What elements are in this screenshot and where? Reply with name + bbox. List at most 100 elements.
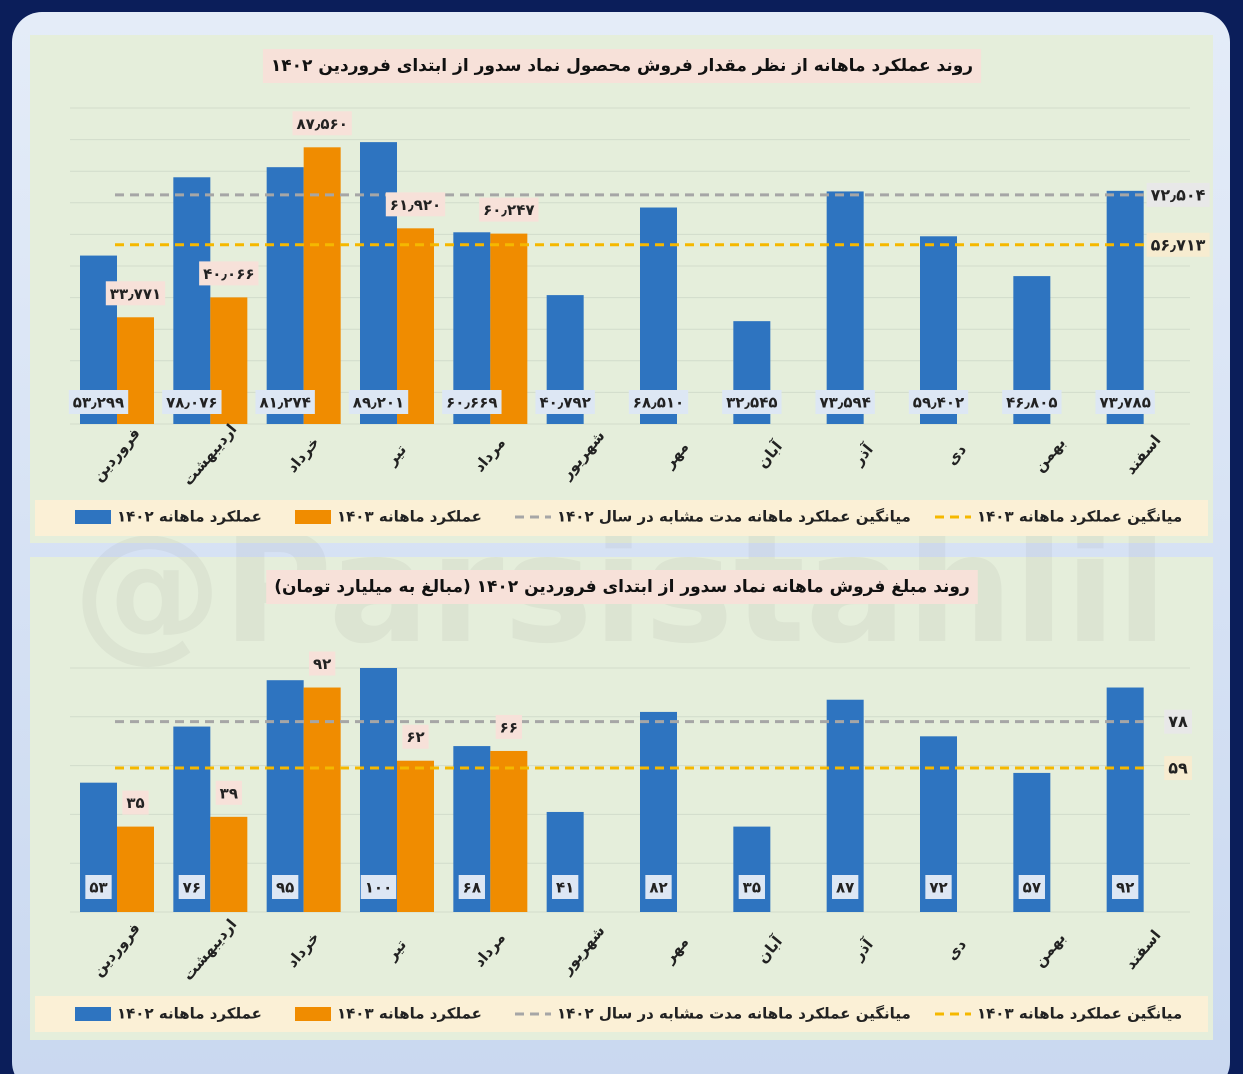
bar-label: ۵۹٫۴۰۲	[913, 394, 964, 412]
bar-label: ۶۰٫۲۴۷	[483, 201, 534, 219]
legend-bg	[35, 996, 1208, 1032]
bar-label: ۹۲	[1116, 879, 1134, 897]
bar	[266, 680, 304, 912]
bar-label: ۷۶	[183, 879, 201, 897]
bar-label: ۵۳	[89, 879, 107, 897]
bar-label-bg	[255, 390, 315, 414]
bar-label-bg	[402, 724, 429, 749]
bar-label-bg	[272, 875, 299, 899]
bar-label: ۶۸	[463, 879, 481, 897]
bar	[360, 142, 397, 424]
bar	[210, 816, 248, 912]
bar-label-bg	[458, 875, 485, 899]
legend-label: میانگین عملکرد ماهانه ۱۴۰۳	[977, 508, 1182, 526]
bar	[117, 826, 154, 912]
bar-label-bg	[385, 192, 446, 217]
bar	[266, 167, 304, 424]
bar-label-bg	[292, 111, 352, 136]
bar-label: ۸۷	[836, 879, 854, 897]
bar-label: ۷۳٫۷۸۵	[1099, 394, 1150, 412]
bar-label-bg	[628, 390, 689, 414]
bar-label-bg	[832, 875, 859, 899]
legend-label: عملکرد ماهانه ۱۴۰۲	[117, 1005, 262, 1023]
bar-label: ۵۳٫۲۹۹	[73, 394, 124, 412]
chart-title: روند عملکرد ماهانه از نظر مقدار فروش محص…	[271, 56, 973, 76]
bar-label-bg	[479, 197, 539, 222]
legend-swatch	[75, 510, 111, 524]
bar-label: ۷۸٫۰۷۶	[166, 394, 217, 412]
legend-label: عملکرد ماهانه ۱۴۰۳	[337, 508, 482, 526]
bar-label: ۶۰٫۶۶۹	[446, 394, 497, 412]
legend-swatch	[295, 1007, 331, 1021]
bar-label-bg	[1095, 390, 1155, 414]
bar-label: ۱۰۰	[365, 879, 392, 897]
bar-label: ۹۵	[276, 879, 294, 897]
chart-title: روند مبلغ فروش ماهانه نماد سدور از ابتدا…	[274, 577, 970, 597]
bar-label: ۳۲٫۵۴۵	[726, 394, 777, 412]
bar-label: ۸۹٫۲۰۱	[353, 394, 404, 412]
average-label: ۵۶٫۷۱۳	[1151, 235, 1206, 254]
average-label: ۷۸	[1168, 712, 1188, 731]
bar-label: ۴۱	[556, 879, 574, 897]
bar-label: ۶۶	[500, 718, 518, 736]
bar-label-bg	[1018, 875, 1045, 899]
bar-label-bg	[105, 281, 166, 306]
bar-label-bg	[68, 390, 129, 414]
average-label-bg	[1164, 756, 1192, 781]
bar-label-bg	[925, 875, 952, 899]
title-bg	[262, 49, 982, 83]
average-label: ۷۲٫۵۰۴	[1151, 185, 1206, 204]
bar	[360, 668, 397, 912]
bar-label-bg	[360, 875, 397, 899]
legend-label: عملکرد ماهانه ۱۴۰۳	[337, 1005, 482, 1023]
bar	[733, 826, 771, 912]
bar-label-bg	[552, 875, 579, 899]
average-label-bg	[1164, 709, 1192, 734]
bar	[303, 147, 341, 424]
bar-label-bg	[1002, 390, 1062, 414]
bar-label: ۴۰٫۷۹۲	[539, 394, 590, 412]
bar	[826, 191, 864, 424]
title-bg	[266, 570, 978, 604]
bar	[1106, 687, 1144, 912]
legend-swatch	[295, 510, 331, 524]
bar-label-bg	[178, 875, 205, 899]
bar	[1106, 190, 1144, 424]
bar-label: ۸۱٫۲۷۴	[259, 394, 310, 412]
bar-label-bg	[722, 390, 782, 414]
bar-label: ۷۲	[929, 879, 947, 897]
bar-label: ۳۵	[743, 879, 761, 897]
bar-label: ۴۰٫۰۶۶	[203, 265, 254, 283]
bar-label: ۳۳٫۷۷۱	[110, 285, 161, 303]
average-label-bg	[1146, 182, 1210, 207]
bar-label: ۳۹	[220, 784, 238, 802]
bar-label-bg	[199, 261, 259, 286]
bar-label-bg	[309, 651, 336, 676]
bar-label: ۶۱٫۹۲۰	[390, 196, 441, 214]
legend-bg	[35, 500, 1208, 536]
bar-label-bg	[1112, 875, 1139, 899]
legend-label: میانگین عملکرد ماهانه مدت مشابه در سال ۱…	[557, 1005, 911, 1023]
average-label: ۵۹	[1168, 759, 1188, 778]
bar-label-bg	[495, 714, 522, 739]
bar-label: ۶۲	[406, 728, 424, 746]
bar-label: ۶۸٫۵۱۰	[633, 394, 684, 412]
legend-label: میانگین عملکرد ماهانه ۱۴۰۳	[977, 1005, 1182, 1023]
bar-label: ۵۷	[1023, 879, 1041, 897]
bar-label: ۹۲	[313, 655, 331, 673]
bar-label: ۷۳٫۵۹۴	[819, 394, 870, 412]
bar	[490, 750, 528, 912]
average-label-bg	[1146, 232, 1210, 257]
bar-label-bg	[645, 875, 672, 899]
bar-label-bg	[442, 390, 502, 414]
bar-label-bg	[85, 875, 112, 899]
bar-label-bg	[738, 875, 765, 899]
legend-swatch	[75, 1007, 111, 1021]
bar	[303, 687, 341, 912]
legend-label: میانگین عملکرد ماهانه مدت مشابه در سال ۱…	[557, 508, 911, 526]
bar-label-bg	[162, 390, 222, 414]
bar-label-bg	[535, 390, 595, 414]
bar-label-bg	[122, 790, 149, 815]
